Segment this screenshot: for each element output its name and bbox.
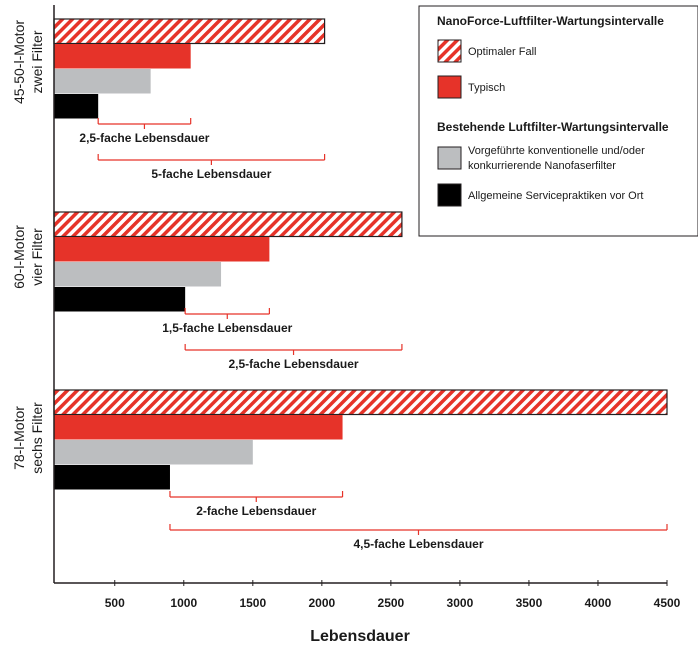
bar-group2-series1	[53, 211, 403, 238]
annotation-label: 2,5-fache Lebensdauer	[79, 131, 209, 145]
bracket-annotation	[184, 308, 270, 319]
group-label-line: 78-l-Motor	[11, 406, 27, 470]
bar-group2-series3	[54, 262, 222, 287]
legend-heading-nanoforce: NanoForce-Luftfilter-Wartungsintervalle	[437, 14, 664, 28]
bracket-annotation	[97, 118, 192, 129]
bar-group3-series4	[54, 465, 170, 490]
legend-item-label: konkurrierende Nanofaserfilter	[468, 160, 616, 172]
legend-item-label: Allgemeine Servicepraktiken vor Ort	[468, 190, 643, 202]
bracket-annotation	[169, 491, 344, 502]
legend-swatch-typical	[437, 75, 462, 99]
legend-box	[418, 5, 698, 237]
bar-group3-series2	[54, 415, 343, 440]
annotation-label: 1,5-fache Lebensdauer	[162, 321, 292, 335]
x-tick-label: 500	[105, 596, 125, 610]
legend-heading-existing: Bestehende Luftfilter-Wartungsintervalle	[437, 120, 669, 134]
bar-group1-series4	[54, 94, 99, 119]
group-label-line: zwei Filter	[29, 30, 45, 93]
x-tick-label: 1000	[170, 596, 197, 610]
bar-group1-series3	[54, 69, 151, 94]
legend-swatch-conventional	[437, 146, 462, 170]
legend-swatch-optimal	[437, 39, 462, 63]
bar-group1-series1	[53, 18, 326, 45]
bar-group3-series1	[53, 389, 668, 416]
legend-item-label: Typisch	[468, 82, 505, 94]
legend-item-label: Vorgeführte konventionelle und/oder	[468, 145, 645, 157]
bar-group1-series2	[54, 44, 191, 69]
annotation-label: 2-fache Lebensdauer	[196, 504, 316, 518]
bracket-annotation	[169, 524, 668, 535]
x-axis-title: Lebensdauer	[310, 628, 410, 645]
group-label-line: sechs Filter	[29, 402, 45, 474]
annotation-label: 5-fache Lebensdauer	[151, 167, 271, 181]
bar-group2-series2	[54, 237, 270, 262]
x-tick-label: 4000	[585, 596, 612, 610]
legend-swatch-field	[437, 183, 462, 207]
x-tick-label: 1500	[239, 596, 266, 610]
x-tick-label: 2500	[378, 596, 405, 610]
annotation-label: 2,5-fache Lebensdauer	[229, 357, 359, 371]
bracket-annotation	[97, 154, 326, 165]
bracket-annotation	[184, 344, 403, 355]
group-label-line: 60-l-Motor	[11, 225, 27, 289]
legend-item-label: Optimaler Fall	[468, 46, 536, 58]
x-tick-label: 4500	[654, 596, 681, 610]
annotation-label: 4,5-fache Lebensdauer	[353, 537, 483, 551]
x-tick-label: 3500	[516, 596, 543, 610]
x-tick-label: 3000	[447, 596, 474, 610]
bar-group2-series4	[54, 287, 186, 312]
group-label-line: 45-50-l-Motor	[11, 20, 27, 104]
group-label-line: vier Filter	[29, 228, 45, 286]
bar-group3-series3	[54, 440, 253, 465]
x-tick-label: 2000	[308, 596, 335, 610]
